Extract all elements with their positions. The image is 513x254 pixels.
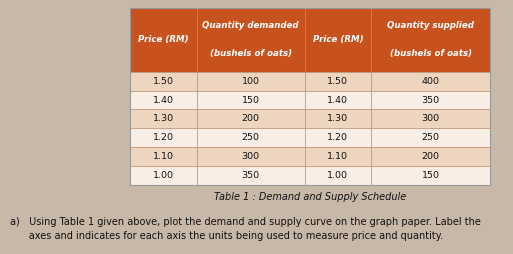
Text: 1.40: 1.40 bbox=[327, 96, 348, 105]
Text: 150: 150 bbox=[242, 96, 260, 105]
Text: 250: 250 bbox=[422, 133, 440, 142]
Text: 300: 300 bbox=[242, 152, 260, 161]
Bar bbox=[196, 8, 305, 72]
Bar bbox=[130, 109, 196, 128]
Text: Quantity demanded: Quantity demanded bbox=[202, 21, 299, 30]
Bar bbox=[371, 8, 490, 72]
Text: 300: 300 bbox=[422, 114, 440, 123]
Bar bbox=[371, 147, 490, 166]
Text: Price (RM): Price (RM) bbox=[312, 35, 363, 44]
Text: 1.00: 1.00 bbox=[153, 171, 174, 180]
Text: 1.20: 1.20 bbox=[153, 133, 174, 142]
Text: 1.20: 1.20 bbox=[327, 133, 348, 142]
Bar bbox=[196, 91, 305, 109]
Text: 150: 150 bbox=[422, 171, 440, 180]
Text: 1.50: 1.50 bbox=[327, 77, 348, 86]
Bar bbox=[130, 91, 196, 109]
Text: 200: 200 bbox=[242, 114, 260, 123]
Bar bbox=[305, 8, 371, 72]
Bar bbox=[130, 8, 196, 72]
Text: 1.30: 1.30 bbox=[153, 114, 174, 123]
Text: Quantity supplied: Quantity supplied bbox=[387, 21, 474, 30]
Bar bbox=[196, 109, 305, 128]
Bar bbox=[130, 72, 196, 91]
Bar bbox=[305, 128, 371, 147]
Text: Price (RM): Price (RM) bbox=[138, 35, 189, 44]
Text: 1.50: 1.50 bbox=[153, 77, 174, 86]
Bar bbox=[371, 166, 490, 185]
Text: 1.10: 1.10 bbox=[153, 152, 174, 161]
Text: 350: 350 bbox=[422, 96, 440, 105]
Text: (bushels of oats): (bushels of oats) bbox=[389, 49, 471, 58]
Text: 1.10: 1.10 bbox=[327, 152, 348, 161]
Bar bbox=[305, 91, 371, 109]
Bar bbox=[196, 72, 305, 91]
Text: Table 1 : Demand and Supply Schedule: Table 1 : Demand and Supply Schedule bbox=[214, 192, 406, 202]
Bar bbox=[305, 72, 371, 91]
Bar bbox=[371, 72, 490, 91]
Bar bbox=[196, 147, 305, 166]
Bar bbox=[130, 147, 196, 166]
Text: (bushels of oats): (bushels of oats) bbox=[209, 49, 292, 58]
Bar bbox=[196, 128, 305, 147]
Bar bbox=[130, 8, 490, 185]
Bar bbox=[130, 166, 196, 185]
Bar bbox=[196, 166, 305, 185]
Text: 1.00: 1.00 bbox=[327, 171, 348, 180]
Bar bbox=[371, 91, 490, 109]
Text: a)   Using Table 1 given above, plot the demand and supply curve on the graph pa: a) Using Table 1 given above, plot the d… bbox=[10, 217, 481, 227]
Text: 350: 350 bbox=[242, 171, 260, 180]
Bar bbox=[371, 128, 490, 147]
Bar bbox=[371, 109, 490, 128]
Text: axes and indicates for each axis the units being used to measure price and quant: axes and indicates for each axis the uni… bbox=[10, 231, 443, 241]
Bar bbox=[305, 109, 371, 128]
Text: 400: 400 bbox=[422, 77, 440, 86]
Text: 1.30: 1.30 bbox=[327, 114, 348, 123]
Text: 1.40: 1.40 bbox=[153, 96, 174, 105]
Text: 250: 250 bbox=[242, 133, 260, 142]
Text: 100: 100 bbox=[242, 77, 260, 86]
Text: 200: 200 bbox=[422, 152, 440, 161]
Bar bbox=[305, 147, 371, 166]
Bar bbox=[130, 128, 196, 147]
Bar bbox=[305, 166, 371, 185]
